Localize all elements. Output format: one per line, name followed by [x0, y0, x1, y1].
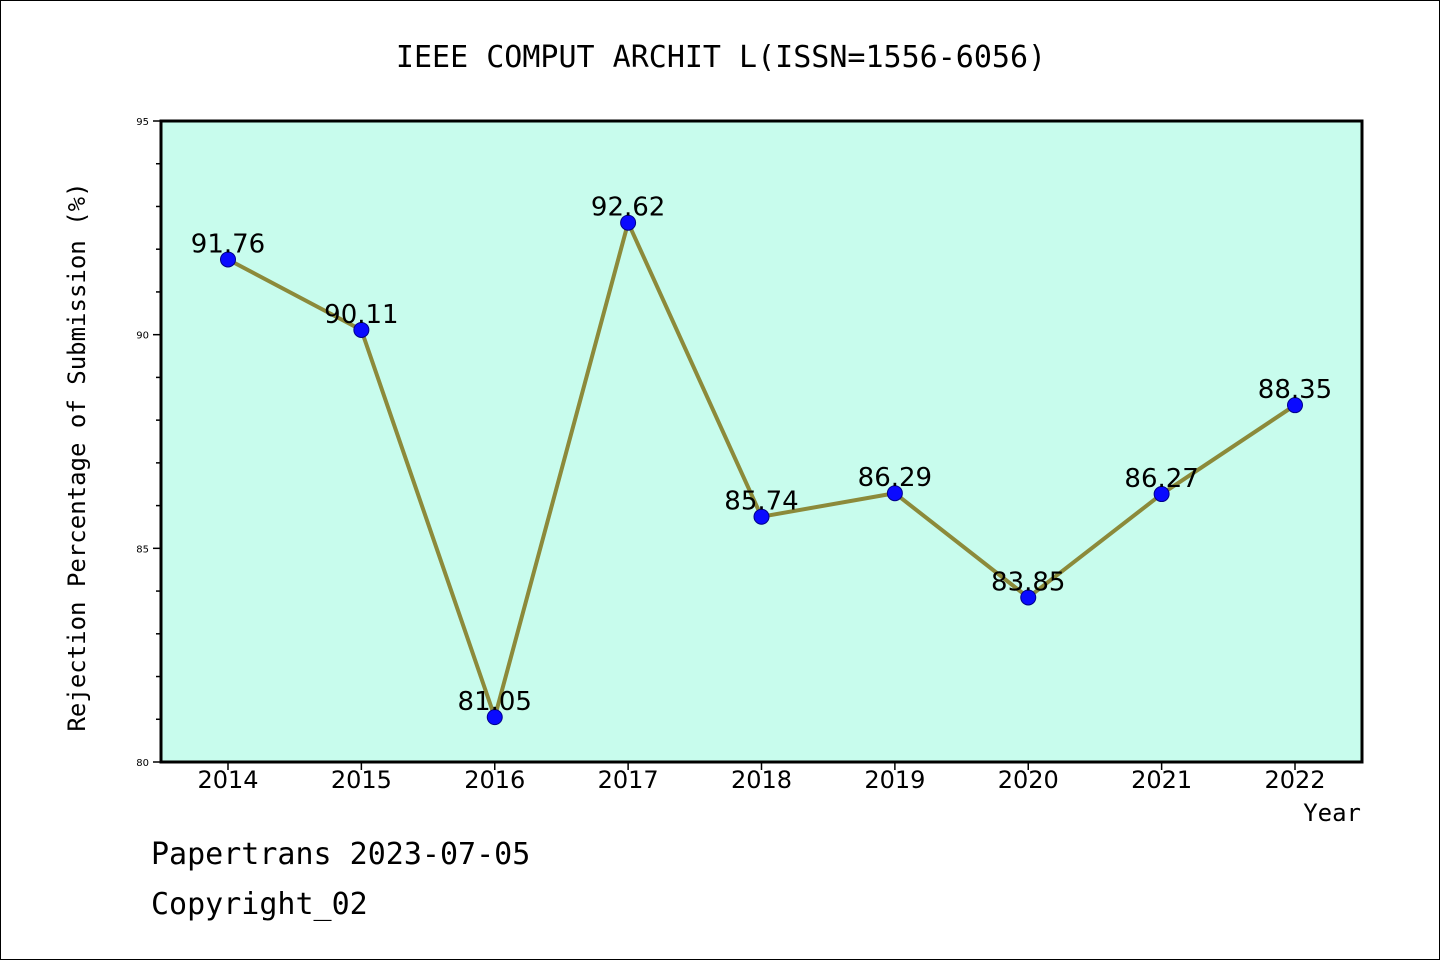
- data-point: [1020, 589, 1037, 606]
- chart-title: IEEE COMPUT ARCHIT L(ISSN=1556-6056): [396, 40, 1046, 75]
- x-tick-label: 2017: [598, 766, 659, 794]
- data-label: 88.35: [1258, 375, 1332, 405]
- data-point: [886, 485, 903, 502]
- data-point: [353, 321, 370, 338]
- data-label: 86.27: [1124, 464, 1198, 494]
- data-point: [753, 508, 770, 525]
- y-tick-label: 90: [136, 331, 149, 342]
- x-tick-label: 2022: [1264, 766, 1325, 794]
- data-point: [486, 709, 503, 726]
- x-tick-label: 2014: [197, 766, 258, 794]
- data-labels: 91.76 90.11 81.05 92.62 85.74 86.29 83.85 86.27…: [191, 193, 1332, 717]
- x-tick-label: 2020: [998, 766, 1059, 794]
- data-point: [220, 251, 236, 268]
- data-label: 92.62: [591, 193, 665, 223]
- x-tick-label: 2018: [731, 766, 792, 794]
- data-label: 86.29: [858, 463, 932, 493]
- data-label: 85.74: [724, 487, 798, 517]
- y-tick-label: 95: [136, 117, 149, 128]
- footer-copyright: Copyright_02: [151, 887, 368, 922]
- y-tick-label: 85: [136, 544, 149, 555]
- y-axis: 80 85 90 95: [136, 117, 161, 769]
- data-label: 90.11: [324, 300, 398, 330]
- x-tick-label: 2019: [864, 766, 925, 794]
- series-markers: [220, 214, 1303, 726]
- data-point: [1153, 486, 1170, 503]
- y-tick-label: 80: [136, 758, 149, 769]
- x-tick-label: 2016: [464, 766, 525, 794]
- y-axis-label: Rejection Percentage of Submission (%): [63, 182, 91, 731]
- data-point: [1287, 397, 1303, 414]
- data-label: 83.85: [991, 567, 1065, 597]
- x-tick-label: 2021: [1131, 766, 1192, 794]
- data-label: 91.76: [191, 229, 265, 259]
- data-point: [620, 214, 637, 231]
- footer-date: Papertrans 2023-07-05: [151, 837, 531, 872]
- data-label: 81.05: [458, 687, 532, 717]
- x-tick-label: 2015: [331, 766, 392, 794]
- x-axis-label: Year: [1303, 799, 1361, 827]
- plot-area: [159, 119, 1364, 764]
- x-axis: 2014 2015 2016 2017 2018 2019 2020 2021 2022: [197, 762, 1326, 794]
